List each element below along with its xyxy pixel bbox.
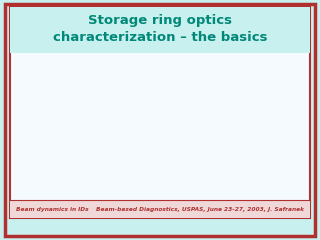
Text: Beam dynamics in IDs: Beam dynamics in IDs (16, 208, 89, 212)
Circle shape (240, 21, 274, 41)
Text: Beam Diagnostics: Beam Diagnostics (40, 67, 151, 78)
Text: Strip lines: Strip lines (67, 107, 112, 116)
Text: ♦: ♦ (46, 144, 52, 150)
Text: ♦: ♦ (46, 125, 52, 131)
Text: ♦: ♦ (46, 180, 52, 186)
Text: Loss monitors: Loss monitors (67, 180, 130, 189)
Text: BPMs: BPMs (67, 125, 91, 134)
Text: DCCT: DCCT (67, 88, 92, 97)
Circle shape (233, 17, 263, 35)
Text: Scrapers: Scrapers (67, 144, 107, 153)
Text: characterization – the basics: characterization – the basics (53, 31, 267, 44)
Text: ○: ○ (22, 192, 30, 202)
Text: ♦: ♦ (46, 88, 52, 94)
Circle shape (263, 18, 294, 36)
Text: Storage ring optics: Storage ring optics (88, 14, 232, 27)
Text: Beam-based Diagnostics, USPAS, June 23-27, 2003, J. Safranek: Beam-based Diagnostics, USPAS, June 23-2… (96, 208, 304, 212)
Text: Measuring tunes, β, η, chromaticity, α?: Measuring tunes, β, η, chromaticity, α? (40, 192, 284, 202)
Circle shape (250, 15, 278, 31)
Text: ♦: ♦ (46, 162, 52, 168)
Text: Synchrotron light monitors: Synchrotron light monitors (67, 162, 188, 171)
Text: ♦: ♦ (46, 107, 52, 113)
Text: ○: ○ (22, 67, 30, 78)
